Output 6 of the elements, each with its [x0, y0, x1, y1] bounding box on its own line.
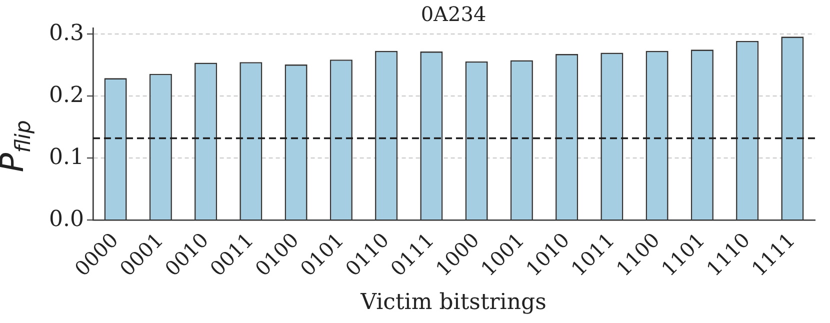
chart-title: 0A234 [420, 2, 488, 26]
y-tick-label: 0.3 [48, 20, 84, 46]
y-tick-label: 0.1 [48, 144, 84, 170]
y-tick-label: 0.0 [48, 206, 84, 232]
x-axis-title: Victim bitstrings [359, 290, 548, 315]
y-tick-label: 0.2 [48, 82, 84, 108]
